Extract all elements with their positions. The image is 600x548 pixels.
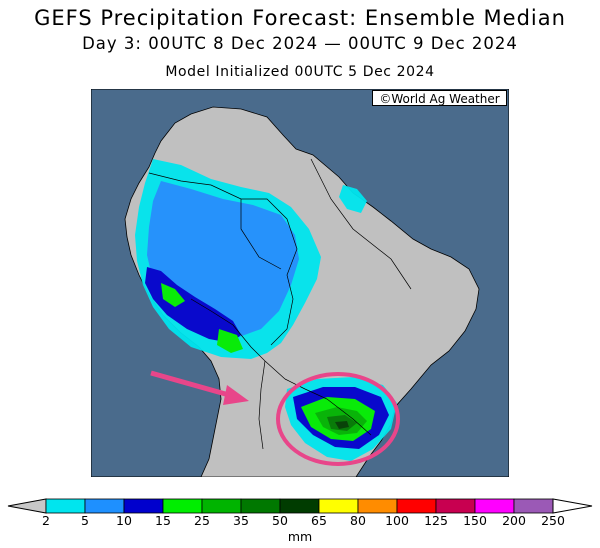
colorbar-tick-label: 2: [42, 513, 50, 528]
precip-10-15mm: [145, 267, 241, 343]
colorbar-swatch: [435, 498, 476, 514]
colorbar-tick-label: 35: [233, 513, 249, 528]
colorbar-swatch: [240, 498, 281, 514]
highlight-arrow: [150, 370, 230, 398]
colorbar: [7, 498, 593, 514]
colorbar-under-triangle: [7, 498, 47, 514]
colorbar-body: [7, 498, 593, 514]
colorbar-tick-label: 65: [311, 513, 327, 528]
colorbar-swatch: [513, 498, 554, 514]
credit-label: ©World Ag Weather: [372, 90, 507, 106]
colorbar-swatch: [84, 498, 125, 514]
colorbar-swatch: [357, 498, 398, 514]
colorbar-swatch: [396, 498, 437, 514]
precip-south-50mm: [335, 421, 349, 429]
colorbar-tick-label: 200: [502, 513, 526, 528]
colorbar-tick-label: 150: [463, 513, 487, 528]
highlight-circle: [276, 372, 400, 466]
precip-15-25mm: [161, 283, 243, 353]
colorbar-tick-label: 15: [155, 513, 171, 528]
colorbar-tick-label: 10: [116, 513, 132, 528]
colorbar-swatch: [123, 498, 164, 514]
colorbar-unit: mm: [287, 529, 313, 544]
chart-subtitle: Day 3: 00UTC 8 Dec 2024 — 00UTC 9 Dec 20…: [82, 34, 518, 53]
colorbar-swatch: [474, 498, 515, 514]
highlight-arrow-head: [223, 385, 249, 405]
chart-title: GEFS Precipitation Forecast: Ensemble Me…: [34, 6, 566, 30]
colorbar-swatch: [318, 498, 359, 514]
colorbar-tick-label: 5: [81, 513, 89, 528]
colorbar-tick-label: 25: [194, 513, 210, 528]
model-init-label: Model Initialized 00UTC 5 Dec 2024: [165, 64, 435, 80]
colorbar-tick-label: 80: [350, 513, 366, 528]
colorbar-tick-label: 50: [272, 513, 288, 528]
colorbar-tick-label: 250: [541, 513, 565, 528]
colorbar-over-triangle: [552, 498, 593, 514]
precip-field: [135, 159, 397, 461]
colorbar-tick-label: 100: [385, 513, 409, 528]
colorbar-swatch: [45, 498, 86, 514]
colorbar-swatch: [279, 498, 320, 514]
precipitation-map: [91, 89, 509, 477]
colorbar-swatch: [162, 498, 203, 514]
colorbar-swatch: [201, 498, 242, 514]
precip-northeast: [339, 185, 367, 213]
colorbar-tick-label: 125: [424, 513, 448, 528]
